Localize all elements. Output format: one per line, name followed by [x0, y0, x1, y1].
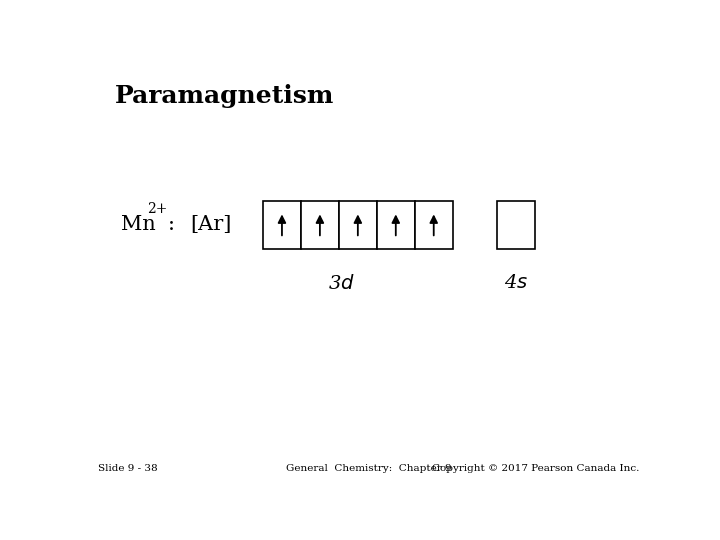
Text: Slide 9 - 38: Slide 9 - 38: [99, 464, 158, 473]
Bar: [498, 201, 535, 249]
Text: General  Chemistry:  Chapter 9: General Chemistry: Chapter 9: [286, 464, 452, 473]
Text: 2+: 2+: [148, 202, 168, 216]
Bar: [263, 201, 301, 249]
Bar: [377, 201, 415, 249]
Text: [Ar]: [Ar]: [190, 215, 232, 234]
Text: Paramagnetism: Paramagnetism: [115, 84, 335, 107]
Text: Mn: Mn: [121, 215, 156, 234]
Bar: [415, 201, 453, 249]
Bar: [301, 201, 339, 249]
Text: Copyright © 2017 Pearson Canada Inc.: Copyright © 2017 Pearson Canada Inc.: [432, 464, 639, 473]
Text: :: :: [168, 215, 175, 234]
Text: 4$s$: 4$s$: [504, 274, 528, 292]
Bar: [339, 201, 377, 249]
Text: 3$d$: 3$d$: [328, 274, 354, 293]
